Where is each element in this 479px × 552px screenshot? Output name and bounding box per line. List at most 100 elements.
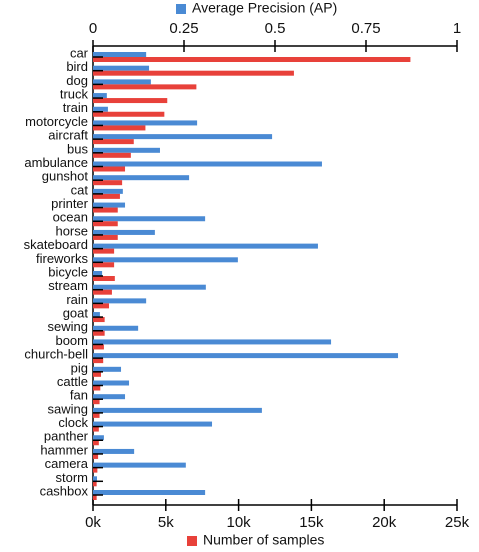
bar: [93, 234, 118, 240]
bar: [93, 380, 130, 386]
bar: [93, 440, 99, 446]
bar: [93, 161, 322, 167]
top-tick-label: 0.75: [351, 20, 380, 37]
top-tick-label: 1: [453, 20, 461, 37]
bar: [93, 134, 273, 140]
bar: [93, 284, 206, 290]
category-label: bird: [66, 59, 88, 74]
bar: [93, 462, 186, 468]
bar: [93, 216, 206, 222]
bar: [93, 193, 120, 199]
category-label: boom: [55, 333, 88, 348]
category-label: ambulance: [24, 155, 88, 170]
bottom-tick-label: 10k: [227, 514, 252, 531]
bar: [93, 207, 118, 213]
bar: [93, 120, 198, 126]
bar: [93, 70, 294, 76]
bar: [93, 65, 150, 71]
bar: [93, 262, 115, 268]
category-label: goat: [63, 306, 89, 321]
category-label: skateboard: [24, 237, 88, 252]
bar: [93, 467, 98, 473]
category-label: fireworks: [36, 251, 89, 266]
category-label: cattle: [57, 374, 88, 389]
bar: [93, 399, 100, 405]
bar: [93, 243, 318, 249]
bar: [93, 98, 168, 104]
bar: [93, 188, 123, 194]
legend-swatch: [187, 536, 197, 546]
bottom-tick-label: 15k: [299, 514, 324, 531]
bar: [93, 303, 110, 309]
category-label: bicycle: [48, 264, 88, 279]
bar: [93, 394, 126, 400]
category-label: cat: [71, 182, 89, 197]
bar: [93, 325, 139, 331]
category-label: printer: [51, 196, 89, 211]
bar: [93, 93, 107, 99]
bottom-tick-label: 20k: [372, 514, 397, 531]
category-label: truck: [60, 87, 89, 102]
top-tick-label: 0: [89, 20, 97, 37]
category-label: horse: [55, 223, 88, 238]
category-label: aircraft: [48, 128, 88, 143]
bar: [93, 152, 131, 158]
bottom-tick-label: 0k: [85, 514, 101, 531]
bar: [93, 289, 112, 295]
bottom-tick-label: 25k: [445, 514, 470, 531]
bar: [93, 257, 238, 263]
bar: [93, 358, 104, 364]
category-label: hammer: [40, 442, 88, 457]
top-tick-label: 0.5: [265, 20, 286, 37]
bar: [93, 57, 411, 62]
bar: [93, 125, 146, 131]
category-label: church-bell: [24, 347, 88, 362]
bar: [93, 317, 105, 323]
bar: [93, 166, 126, 172]
category-label: storm: [56, 470, 89, 485]
category-label: bus: [67, 141, 88, 156]
bar: [93, 421, 213, 427]
category-label: motorcycle: [25, 114, 88, 129]
bar: [93, 490, 206, 495]
bar: [93, 248, 115, 254]
category-label: dog: [66, 73, 88, 88]
bar: [93, 412, 100, 418]
bar: [93, 476, 98, 482]
bar: [93, 175, 190, 181]
category-label: ocean: [53, 210, 88, 225]
bar: [93, 407, 262, 413]
bar: [93, 106, 108, 112]
category-label: fan: [70, 388, 88, 403]
category-label: sewing: [48, 319, 88, 334]
bar: [93, 276, 115, 281]
bar: [93, 180, 123, 186]
category-label: stream: [48, 278, 88, 293]
bar: [93, 111, 165, 117]
bar: [93, 271, 103, 276]
bar: [93, 426, 99, 432]
category-label: camera: [45, 456, 89, 471]
bar: [93, 448, 135, 454]
legend-label: Number of samples: [203, 532, 324, 548]
legend-label: Average Precision (AP): [192, 0, 337, 16]
bar: [93, 229, 155, 235]
bar: [93, 344, 104, 350]
bar: [93, 312, 100, 318]
category-label: rain: [66, 292, 88, 307]
bar: [93, 79, 151, 85]
bar: [93, 371, 102, 377]
bar: [93, 453, 99, 459]
bar: [93, 221, 118, 227]
top-tick-label: 0.25: [169, 20, 198, 37]
bar: [93, 353, 399, 359]
category-label: pig: [71, 360, 88, 375]
category-label: panther: [44, 429, 89, 444]
bar: [93, 481, 97, 487]
category-label: cashbox: [40, 483, 89, 498]
bar: [93, 202, 126, 208]
bar: [93, 366, 122, 372]
bar: [93, 435, 104, 441]
bar: [93, 339, 332, 345]
